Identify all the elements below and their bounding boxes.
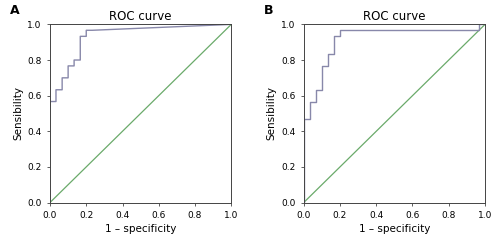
Y-axis label: Sensibility: Sensibility (13, 86, 23, 141)
Text: B: B (264, 4, 274, 17)
X-axis label: 1 – specificity: 1 – specificity (105, 224, 176, 234)
Text: A: A (10, 4, 20, 17)
Title: ROC curve: ROC curve (363, 10, 426, 23)
Y-axis label: Sensibility: Sensibility (267, 86, 277, 141)
X-axis label: 1 – specificity: 1 – specificity (358, 224, 430, 234)
Title: ROC curve: ROC curve (110, 10, 172, 23)
